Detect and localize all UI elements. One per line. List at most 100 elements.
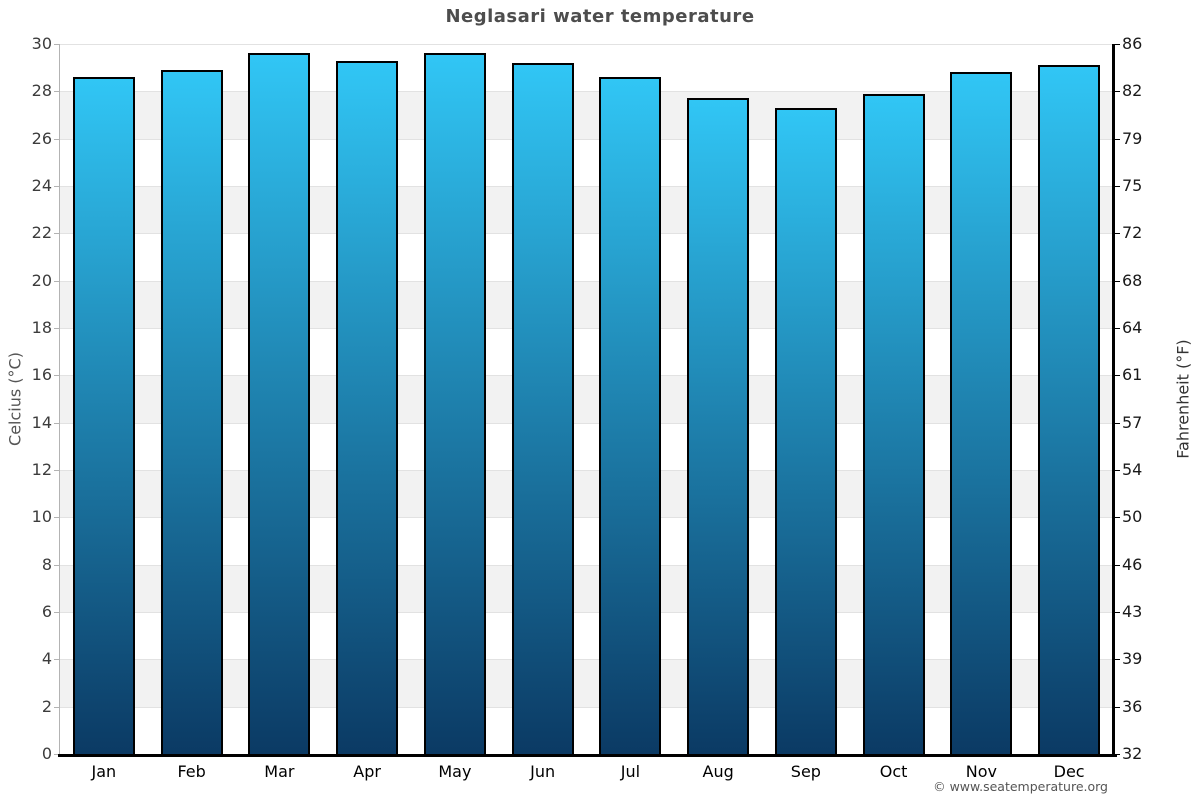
- gridline: [60, 564, 1113, 566]
- fahrenheit-tickmark: [1115, 138, 1120, 140]
- y-axis-left: [59, 44, 60, 754]
- fahrenheit-tickmark: [1115, 375, 1120, 377]
- celsius-tick-label: 8: [41, 554, 52, 574]
- grid-band: [60, 564, 1113, 612]
- fahrenheit-tick-label: 43: [1122, 602, 1143, 621]
- gridline: [60, 706, 1113, 708]
- gridline: [60, 44, 1113, 45]
- fahrenheit-tick-label: 75: [1122, 176, 1143, 195]
- temperature-bar-aug: [687, 98, 750, 754]
- copyright-notice: © www.seatemperature.org: [933, 779, 1108, 794]
- grid-band: [60, 44, 1113, 92]
- fahrenheit-tickmark: [1115, 233, 1120, 235]
- gridline: [60, 422, 1113, 424]
- grid-band: [60, 659, 1113, 707]
- celsius-tick-label: 18: [31, 318, 52, 337]
- fahrenheit-tick-label: 68: [1122, 270, 1143, 290]
- temperature-bar-sep: [774, 107, 837, 754]
- fahrenheit-tickmark: [1115, 328, 1120, 329]
- celsius-tickmark: [54, 186, 59, 187]
- gridline: [60, 233, 1113, 235]
- celsius-tick-label: 10: [31, 507, 52, 527]
- celsius-tick-label: 24: [31, 176, 52, 195]
- celsius-tickmark: [54, 280, 59, 282]
- fahrenheit-tick-label: 50: [1122, 507, 1143, 527]
- month-label-mar: Mar: [264, 762, 295, 781]
- celsius-tickmark: [54, 233, 59, 235]
- celsius-tick-label: 22: [31, 223, 52, 243]
- fahrenheit-tick-label: 86: [1122, 34, 1143, 53]
- month-label-jul: Jul: [620, 762, 641, 781]
- grid-band: [60, 706, 1113, 754]
- grid-band: [60, 328, 1113, 376]
- temperature-bar-nov: [950, 72, 1013, 754]
- fahrenheit-tickmark: [1115, 44, 1120, 45]
- fahrenheit-tick-label: 54: [1122, 460, 1143, 479]
- celsius-tick-label: 0: [41, 744, 52, 763]
- grid-band: [60, 91, 1113, 139]
- fahrenheit-tick-label: 36: [1122, 696, 1143, 716]
- fahrenheit-tick-label: 39: [1122, 649, 1143, 669]
- month-label-jun: Jun: [530, 762, 556, 781]
- fahrenheit-tick-label: 82: [1122, 81, 1143, 101]
- fahrenheit-tick-label: 57: [1122, 412, 1143, 432]
- celsius-tickmark: [54, 44, 59, 45]
- fahrenheit-tickmark: [1115, 659, 1120, 661]
- fahrenheit-axis-title: Fahrenheit (°F): [1173, 339, 1193, 459]
- fahrenheit-tickmark: [1115, 470, 1120, 471]
- celsius-tickmark: [54, 612, 59, 613]
- grid-band: [60, 375, 1113, 423]
- celsius-tick-label: 26: [31, 128, 52, 148]
- month-label-apr: Apr: [353, 762, 381, 781]
- celsius-tickmark: [54, 470, 59, 471]
- gridline: [60, 328, 1113, 329]
- grid-band: [60, 612, 1113, 660]
- fahrenheit-tick-label: 64: [1122, 318, 1143, 337]
- temperature-bar-may: [423, 53, 486, 754]
- fahrenheit-tickmark: [1115, 422, 1120, 424]
- celsius-tickmark: [54, 138, 59, 140]
- gridline: [60, 517, 1113, 519]
- fahrenheit-tick-label: 46: [1122, 554, 1143, 574]
- month-label-jan: Jan: [91, 762, 117, 781]
- grid-band: [60, 517, 1113, 565]
- fahrenheit-tickmark: [1115, 280, 1120, 282]
- celsius-tick-label: 14: [31, 412, 52, 432]
- celsius-tickmark: [54, 706, 59, 708]
- gridline: [60, 186, 1113, 187]
- fahrenheit-tick-label: 79: [1122, 128, 1143, 148]
- y-axis-right: [1112, 44, 1115, 756]
- celsius-tick-label: 6: [41, 602, 52, 621]
- grid-band: [60, 233, 1113, 281]
- month-label-oct: Oct: [879, 762, 908, 781]
- celsius-tick-label: 4: [41, 649, 52, 669]
- fahrenheit-tickmark: [1115, 517, 1120, 519]
- grid-band: [60, 422, 1113, 470]
- celsius-tickmark: [54, 517, 59, 519]
- gridline: [60, 612, 1113, 613]
- grid-band: [60, 138, 1113, 186]
- celsius-tickmark: [54, 422, 59, 424]
- fahrenheit-tickmark: [1115, 564, 1120, 566]
- gridline: [60, 659, 1113, 661]
- fahrenheit-tickmark: [1115, 91, 1120, 93]
- month-label-feb: Feb: [177, 762, 206, 781]
- gridline: [60, 375, 1113, 377]
- fahrenheit-tickmark: [1115, 186, 1120, 187]
- month-label-aug: Aug: [702, 762, 734, 781]
- temperature-bar-jun: [511, 62, 574, 754]
- temperature-bar-jul: [599, 77, 662, 754]
- celsius-tickmark: [54, 375, 59, 377]
- month-label-sep: Sep: [790, 762, 821, 781]
- month-label-nov: Nov: [965, 762, 997, 781]
- temperature-bar-feb: [160, 70, 223, 754]
- month-label-dec: Dec: [1053, 762, 1085, 781]
- fahrenheit-tick-label: 32: [1122, 744, 1143, 763]
- x-axis: [58, 754, 1117, 757]
- celsius-tick-label: 28: [31, 81, 52, 101]
- celsius-tick-label: 16: [31, 365, 52, 385]
- chart-title: Neglasari water temperature: [445, 6, 755, 27]
- fahrenheit-tickmark: [1115, 754, 1120, 755]
- plot-area: [54, 44, 1120, 757]
